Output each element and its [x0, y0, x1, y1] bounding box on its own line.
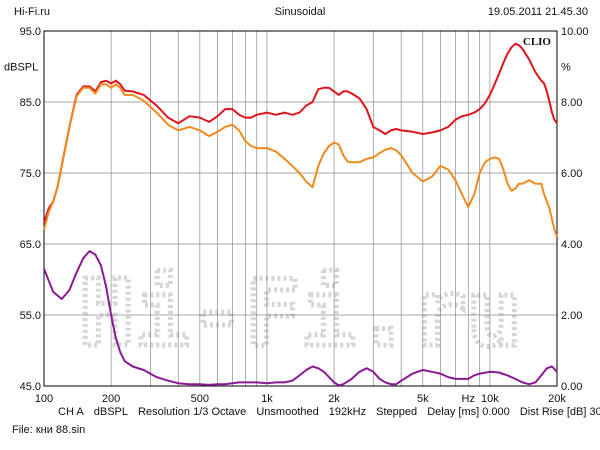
y2-tick-label: 6.00	[561, 168, 582, 180]
y2-tick-label: 4.00	[561, 239, 582, 251]
y-tick-label: 45.0	[20, 381, 41, 393]
x-tick-label: 10k	[481, 393, 499, 405]
y2-tick-label: 10.00	[561, 26, 589, 38]
x-tick-label: 200	[102, 393, 120, 405]
status-smoothing: Unsmoothed	[256, 406, 319, 418]
status-channel: CH A	[58, 406, 84, 418]
status-unit: dBSPL	[93, 406, 128, 418]
y2-tick-label: 0.00	[561, 381, 582, 393]
y-tick-label: 65.0	[20, 239, 41, 251]
x-tick-label: 500	[191, 393, 209, 405]
y2-axis-label: %	[561, 62, 571, 74]
y-tick-label: 75.0	[20, 168, 41, 180]
header-mode-label: Sinusoidal	[274, 6, 326, 18]
header-left-label: Hi-Fi.ru	[14, 6, 51, 18]
series-line-red	[43, 42, 558, 224]
status-bar: CH A dBSPL Resolution 1/3 Octave Unsmoot…	[58, 406, 600, 418]
x-tick-label: 100	[35, 393, 53, 405]
file-name-label: File: кни 88.sin	[12, 424, 86, 436]
x-tick-label: Hz	[462, 393, 475, 405]
clio-brand-label: CLIO	[523, 36, 552, 48]
y-tick-label: 85.0	[20, 97, 41, 109]
y-tick-label: 95.0	[20, 26, 41, 38]
x-tick-label: 20k	[548, 393, 566, 405]
y-axis-label: dBSPL	[4, 62, 38, 74]
x-tick-label: 1k	[261, 393, 273, 405]
status-resolution: Resolution 1/3 Octave	[138, 406, 247, 418]
series-line-purple	[43, 250, 558, 387]
status-rate: 192kHz	[328, 406, 367, 418]
status-mode: Stepped	[376, 406, 418, 418]
y2-tick-label: 8.00	[561, 97, 582, 109]
x-tick-label: 5k	[417, 393, 429, 405]
plot-frame	[43, 30, 558, 387]
x-tick-label: 2k	[328, 393, 340, 405]
y-tick-label: 55.0	[20, 310, 41, 322]
watermark-text: Hi-Fi.ru	[79, 260, 522, 367]
y2-tick-label: 2.00	[561, 310, 582, 322]
series-line-orange	[43, 83, 558, 238]
status-delay: Delay [ms] 0.000	[427, 406, 510, 418]
status-dist-rise: Dist Rise [dB] 30.00	[519, 406, 600, 418]
header-timestamp: 19.05.2011 21.45.30	[487, 6, 588, 18]
